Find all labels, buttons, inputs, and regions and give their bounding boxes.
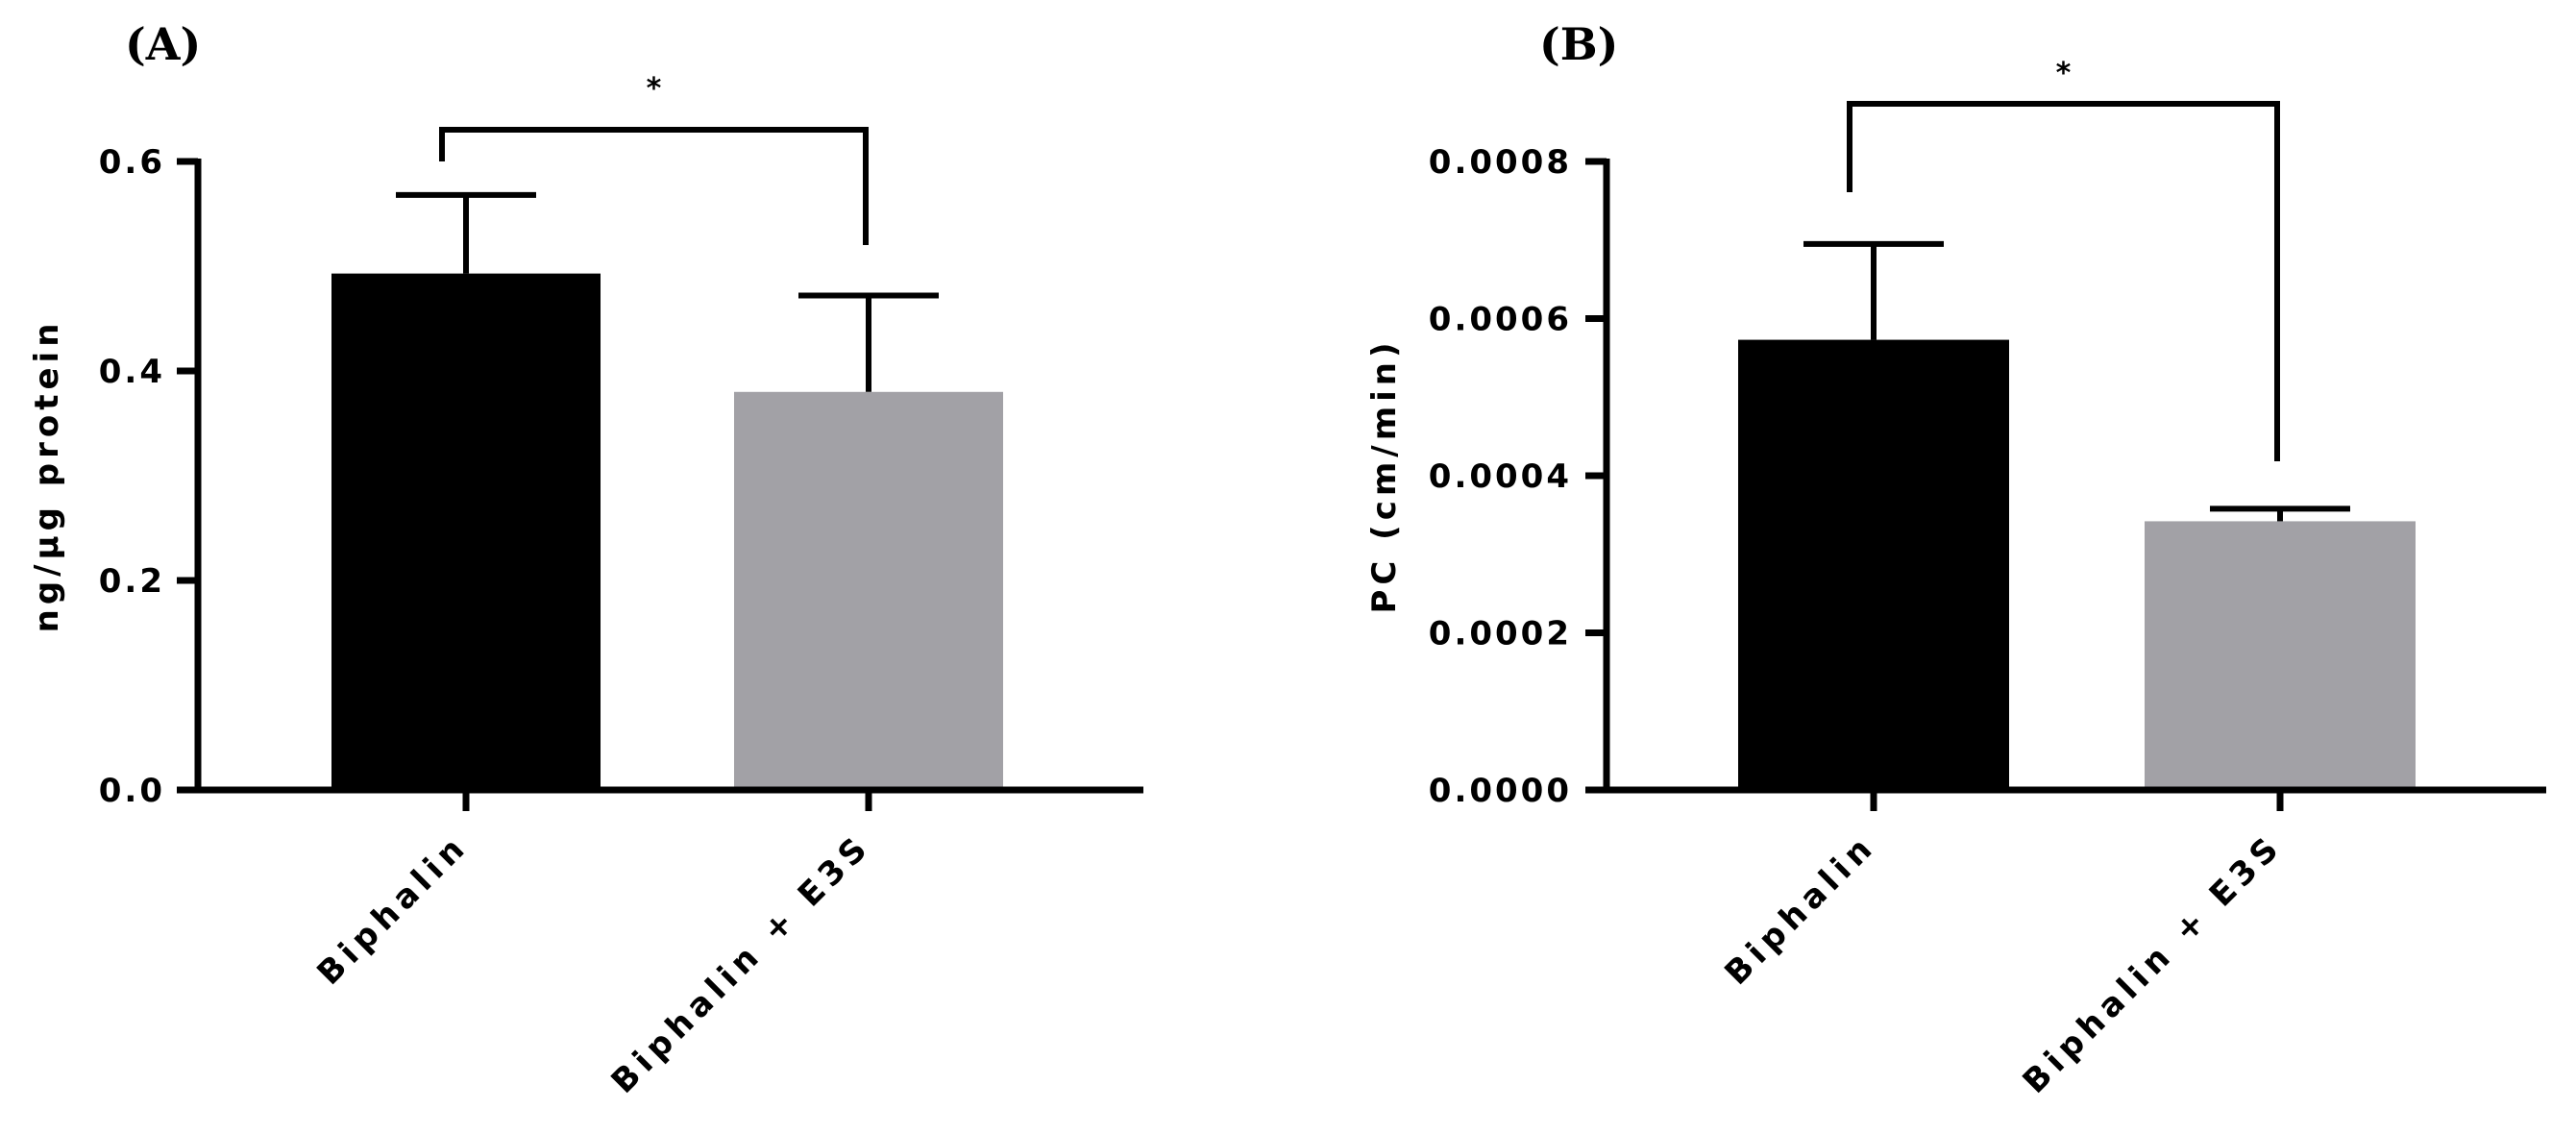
significance-bracket bbox=[1847, 101, 2280, 461]
panel-label: (A) bbox=[125, 18, 201, 70]
y-tick-label: 0.0 bbox=[99, 772, 165, 810]
x-tick-label: Biphalin bbox=[1717, 826, 1883, 993]
x-tick-label: Biphalin bbox=[309, 826, 476, 993]
bar bbox=[2145, 521, 2416, 790]
significance-marker: * bbox=[2056, 57, 2072, 90]
x-tick-label: Biphalin + E3S bbox=[604, 826, 879, 1101]
y-axis-title: PC (cm/min) bbox=[1365, 337, 1404, 613]
y-tick-label: 0.4 bbox=[99, 353, 165, 391]
y-tick-label: 0.0004 bbox=[1429, 457, 1572, 496]
panel-label: (B) bbox=[1539, 18, 1618, 70]
y-axis-title: ng/µg protein bbox=[28, 319, 66, 633]
significance-bracket bbox=[439, 127, 869, 245]
y-tick-label: 0.0002 bbox=[1429, 615, 1572, 653]
bar bbox=[734, 391, 1003, 790]
y-tick-label: 0.6 bbox=[99, 143, 165, 182]
panel-a: (A) 0.0 0.2 0.4 0.6 Biphalin Biphalin + E3S ng/… bbox=[28, 18, 1143, 1101]
significance-marker: * bbox=[647, 72, 662, 106]
bar bbox=[331, 273, 601, 790]
y-tick-label: 0.0008 bbox=[1429, 143, 1572, 182]
bar bbox=[1738, 339, 2009, 790]
panel-b: (B) 0.0000 0.0002 0.0004 0.0006 0.0008 Biphali… bbox=[1365, 18, 2546, 1101]
x-tick-label: Biphalin + E3S bbox=[2016, 826, 2291, 1101]
y-tick-label: 0.0000 bbox=[1429, 772, 1572, 810]
y-tick-label: 0.0006 bbox=[1429, 301, 1572, 339]
y-tick-label: 0.2 bbox=[99, 562, 165, 601]
